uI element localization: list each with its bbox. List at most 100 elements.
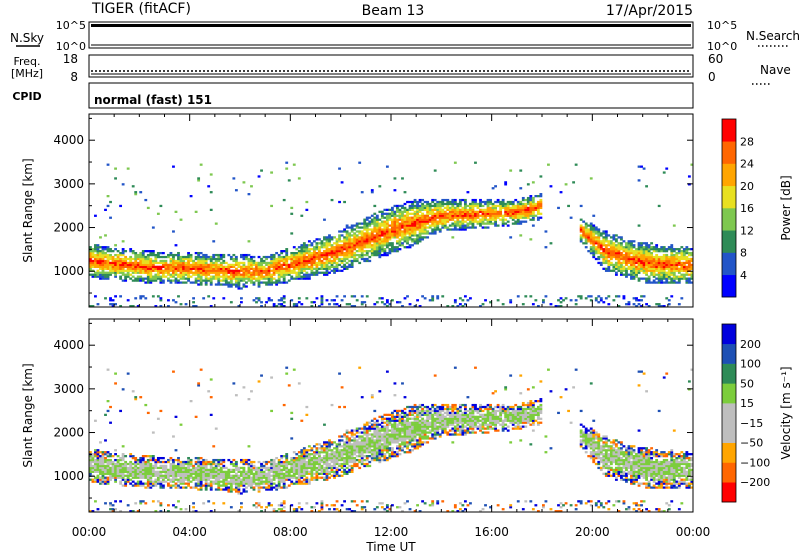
- power-cell: [441, 216, 445, 219]
- velocity-cell: [106, 466, 110, 470]
- power-cell: [250, 261, 253, 265]
- power-cell: [96, 246, 100, 249]
- power-cell: [524, 295, 528, 298]
- power-cell: [625, 303, 628, 306]
- power-cell: [302, 244, 306, 247]
- velocity-cell: [129, 478, 133, 481]
- velocity-cell: [250, 476, 253, 479]
- velocity-cell: [219, 476, 223, 479]
- power-cell: [360, 244, 364, 247]
- power-cell: [448, 218, 452, 221]
- power-cell: [267, 299, 271, 302]
- power-cell: [441, 218, 445, 221]
- power-cell: [363, 240, 367, 243]
- power-cell: [456, 216, 460, 219]
- power-cell: [282, 295, 286, 298]
- power-cell: [428, 220, 432, 223]
- power-cell: [438, 228, 442, 231]
- power-cell: [159, 269, 163, 272]
- power-cell: [318, 242, 321, 245]
- power-cell: [287, 257, 291, 261]
- power-cell: [685, 269, 689, 272]
- velocity-cell: [297, 472, 301, 475]
- power-cell: [408, 220, 412, 223]
- velocity-cell: [202, 464, 206, 468]
- velocity-cell: [275, 468, 279, 472]
- power-cell: [297, 263, 301, 267]
- power-cell: [330, 251, 334, 255]
- velocity-cell: [295, 468, 299, 472]
- velocity-cell: [169, 484, 173, 487]
- velocity-cell: [129, 474, 133, 477]
- power-cell: [116, 269, 120, 272]
- power-cell: [642, 255, 646, 259]
- power-cell: [592, 240, 596, 243]
- power-cell: [149, 275, 153, 278]
- power-cell: [627, 259, 631, 263]
- power-cell: [486, 218, 490, 221]
- velocity-cell: [189, 476, 193, 479]
- nsearch-tick-bottom: 10^0: [707, 40, 737, 53]
- power-cell: [111, 303, 115, 306]
- power-cell: [189, 263, 193, 267]
- velocity-cell: [262, 466, 266, 470]
- power-cell: [380, 220, 384, 223]
- velocity-cell: [136, 474, 140, 477]
- power-cell: [154, 257, 158, 261]
- velocity-cell: [305, 466, 309, 470]
- power-cell: [159, 277, 163, 280]
- velocity-cell: [177, 484, 180, 487]
- velocity-cell: [222, 474, 226, 477]
- power-cell: [292, 265, 296, 268]
- power-cell: [690, 163, 694, 166]
- power-cell: [323, 242, 326, 245]
- power-cell: [343, 255, 346, 259]
- power-cell: [360, 242, 364, 245]
- velocity-cell: [202, 470, 206, 473]
- velocity-cell: [169, 464, 173, 468]
- power-cell: [411, 240, 414, 243]
- power-cell: [378, 240, 382, 243]
- y-tick-label: 3000: [53, 177, 84, 191]
- power-cell: [660, 273, 664, 276]
- velocity-cell: [285, 470, 289, 473]
- power-cell: [275, 271, 279, 274]
- power-cell: [529, 214, 533, 217]
- velocity-cell: [252, 482, 256, 485]
- power-cell: [637, 299, 641, 302]
- velocity-cell: [302, 480, 306, 483]
- velocity-cell: [297, 468, 301, 472]
- power-cell: [652, 271, 656, 274]
- velocity-cell: [224, 478, 228, 481]
- power-cell: [380, 238, 384, 241]
- power-cell: [368, 244, 372, 247]
- velocity-cell: [167, 458, 170, 462]
- power-cell: [632, 250, 636, 253]
- power-cell: [516, 222, 520, 225]
- power-cell: [428, 204, 432, 208]
- velocity-cell: [159, 456, 163, 460]
- power-cell: [124, 255, 128, 259]
- power-cell: [640, 265, 643, 268]
- power-cell: [630, 277, 633, 280]
- velocity-cell: [101, 476, 105, 479]
- power-cell: [597, 301, 601, 304]
- velocity-cell: [179, 486, 183, 489]
- power-cell: [116, 267, 120, 270]
- power-cell: [328, 242, 331, 245]
- power-cell: [350, 259, 354, 263]
- power-cell: [154, 259, 158, 263]
- power-cell: [161, 281, 165, 284]
- power-cell: [667, 265, 671, 268]
- power-cell: [531, 216, 535, 219]
- power-cell: [652, 263, 656, 267]
- colorbar-swatch: [722, 208, 736, 231]
- power-cell: [456, 220, 460, 223]
- power-cell: [297, 269, 301, 272]
- velocity-cell: [307, 472, 311, 475]
- power-cell: [350, 246, 354, 249]
- power-cell: [378, 297, 382, 300]
- power-cell: [584, 236, 588, 239]
- power-cell: [363, 257, 367, 261]
- power-cell: [607, 248, 611, 251]
